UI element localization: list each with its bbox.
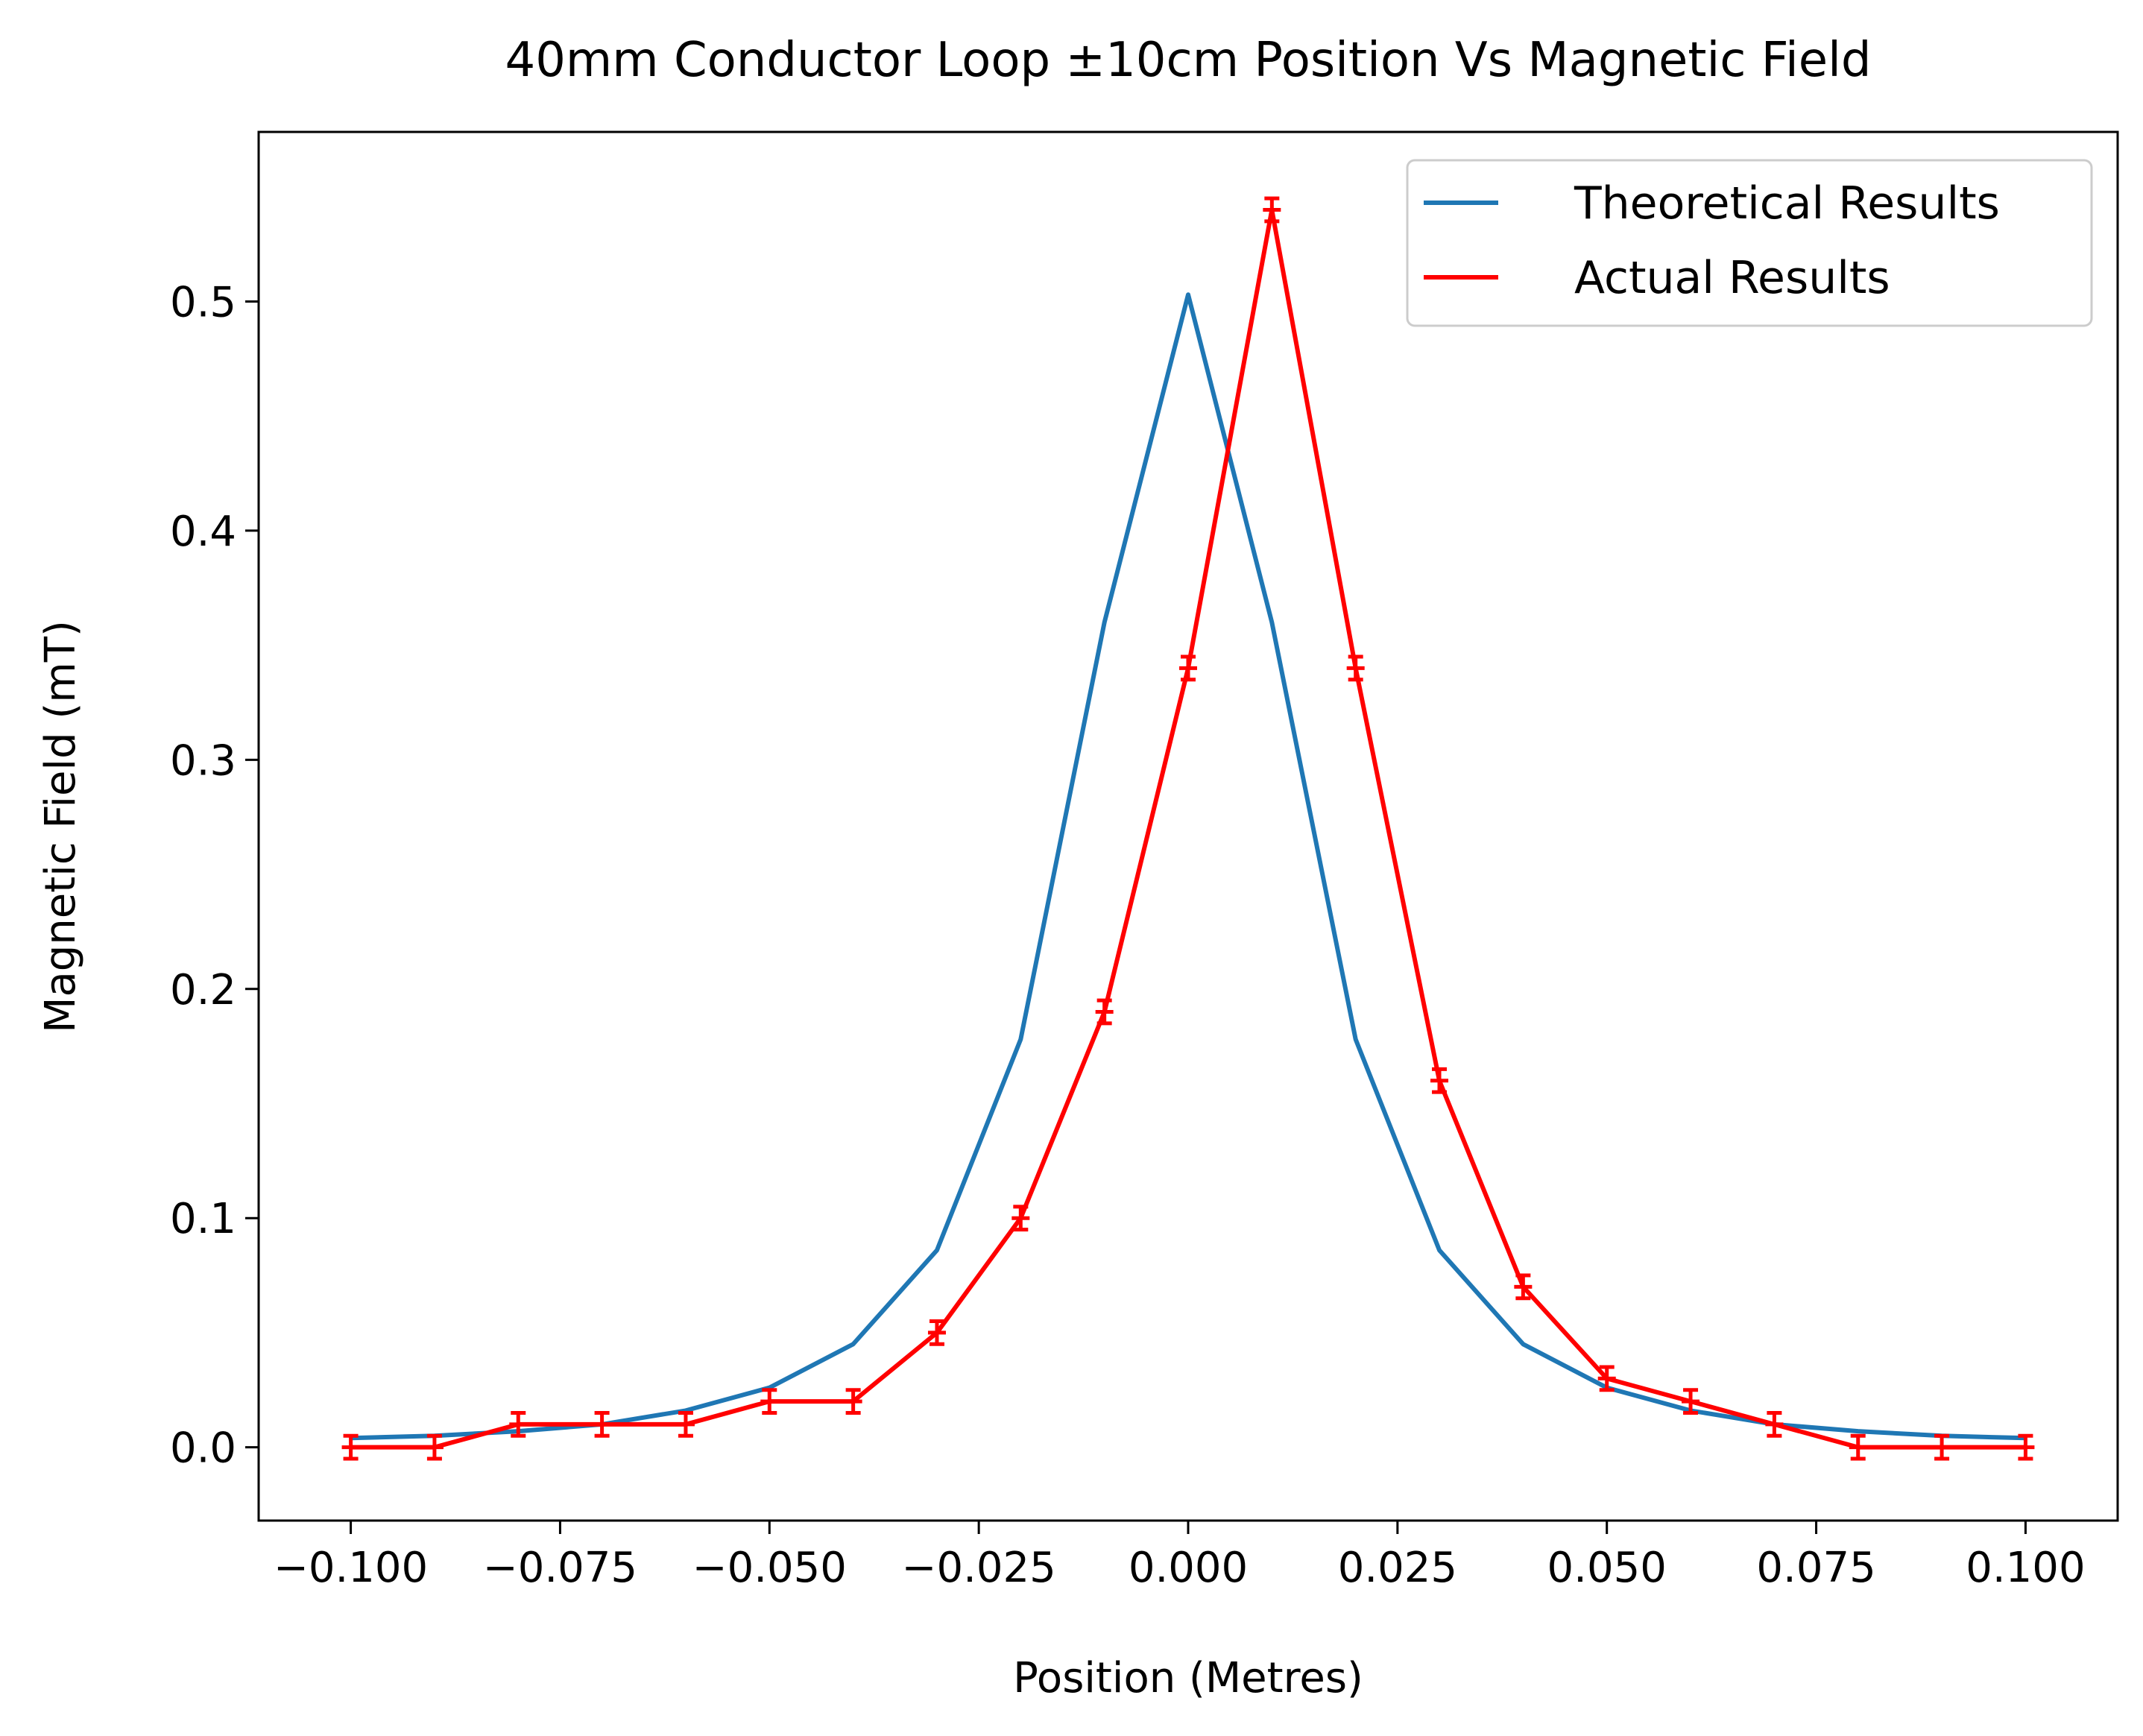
- y-tick-label: 0.5: [170, 278, 236, 326]
- y-axis-label: Magnetic Field (mT): [37, 620, 85, 1033]
- axis-ticks: −0.100 −0.075 −0.050 −0.025 0.000 0.025 0.050 0…: [170, 278, 2086, 1592]
- error-bar: [676, 1411, 695, 1438]
- x-tick-label: −0.050: [692, 1544, 847, 1592]
- y-tick-label: 0.1: [170, 1195, 236, 1243]
- error-bar: [425, 1433, 444, 1461]
- x-tick-label: 0.050: [1547, 1544, 1667, 1592]
- x-tick-label: −0.075: [483, 1544, 637, 1592]
- error-bar: [1179, 654, 1197, 682]
- y-tick-label: 0.4: [170, 508, 236, 556]
- y-tick-label: 0.0: [170, 1424, 236, 1473]
- error-bar: [341, 1433, 360, 1461]
- error-bar: [844, 1388, 862, 1415]
- chart-title: 40mm Conductor Loop ±10cm Position Vs Ma…: [505, 33, 1871, 88]
- y-tick-label: 0.3: [170, 736, 236, 785]
- error-bar: [1095, 998, 1114, 1026]
- error-bar: [1682, 1388, 1700, 1415]
- x-tick-label: 0.025: [1338, 1544, 1457, 1592]
- plot-area: [341, 196, 2035, 1461]
- series-line-0: [350, 292, 2026, 1441]
- error-bar: [1597, 1365, 1616, 1392]
- x-tick-label: −0.100: [274, 1544, 428, 1592]
- x-tick-label: 0.100: [1966, 1544, 2085, 1592]
- error-bar: [593, 1411, 611, 1438]
- x-tick-label: −0.025: [902, 1544, 1056, 1592]
- error-bar: [1011, 1205, 1030, 1232]
- error-bar: [509, 1411, 528, 1438]
- error-bar: [1933, 1433, 1951, 1461]
- error-bar: [760, 1388, 779, 1415]
- error-bar: [1346, 654, 1365, 682]
- error-bar: [1765, 1411, 1784, 1438]
- error-bar: [927, 1319, 946, 1346]
- error-bar: [1514, 1273, 1533, 1301]
- error-bar: [2016, 1433, 2035, 1461]
- x-tick-label: 0.075: [1756, 1544, 1875, 1592]
- x-axis-label: Position (Metres): [1013, 1654, 1363, 1702]
- legend-label-actual: Actual Results: [1574, 252, 1890, 304]
- y-tick-label: 0.2: [170, 966, 236, 1014]
- error-bar: [1430, 1067, 1449, 1094]
- plot-frame: [257, 130, 2119, 1522]
- legend-label-theoretical: Theoretical Results: [1574, 177, 2000, 230]
- error-bar: [1849, 1433, 1867, 1461]
- error-bar: [1263, 196, 1281, 224]
- legend: Theoretical Results Actual Results: [1406, 159, 2093, 327]
- x-tick-label: 0.000: [1129, 1544, 1248, 1592]
- legend-box: [1406, 159, 2093, 327]
